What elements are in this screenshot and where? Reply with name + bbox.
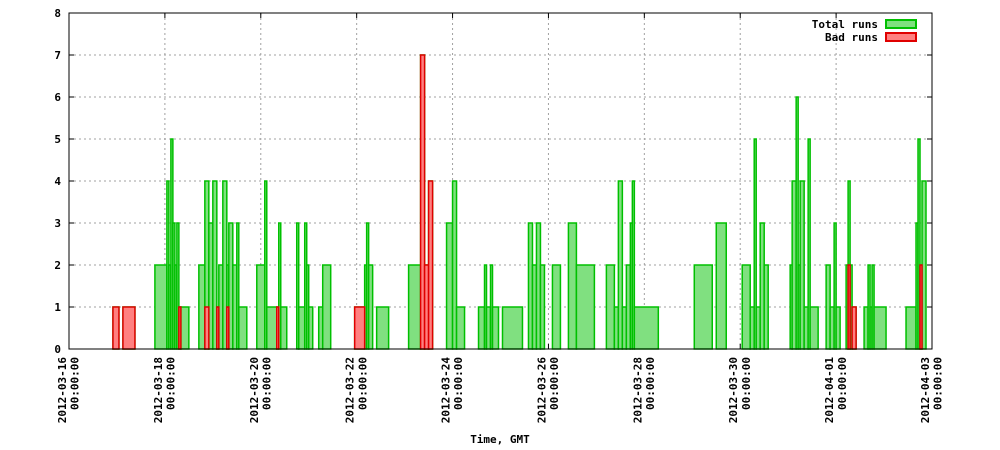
histogram-bar [835,306,841,350]
x-tick-label: 2012-03-2200:00:00 [344,357,370,423]
histogram-bar [567,222,578,350]
histogram-bar [178,306,182,350]
histogram-bar [238,306,248,350]
x-tick-label: 2012-03-2000:00:00 [248,357,274,423]
histogram-bar [407,264,422,350]
histogram-bar [905,306,917,350]
histogram-bar [919,264,923,350]
histogram-bar [266,306,278,350]
histogram-bar [741,264,751,350]
histogram-bar [851,306,857,350]
histogram-bar [226,306,230,350]
legend-swatch [885,32,917,42]
x-tick-label: 2012-03-2800:00:00 [631,357,657,423]
x-axis-label: Time, GMT [470,433,530,446]
histogram-bar [204,306,210,350]
histogram-bar [112,306,120,350]
x-tick-label: 2012-03-2600:00:00 [535,357,561,424]
legend-label: Bad runs [825,31,878,44]
x-tick-label: 2012-03-3000:00:00 [727,357,753,423]
histogram-bar [276,306,280,350]
x-tick-label: 2012-04-0100:00:00 [823,357,849,424]
x-tick-label: 2012-04-0300:00:00 [919,357,945,423]
histogram-bar [575,264,596,350]
histogram-bar [873,306,887,350]
legend-label: Total runs [812,18,878,31]
histogram-bar [715,222,727,350]
histogram-bar [353,306,366,350]
histogram-bar [633,306,660,350]
histogram-bar [605,264,616,350]
histogram-bar [198,264,206,350]
histogram-bar [280,306,288,350]
x-tick-label: 2012-03-1800:00:00 [152,357,178,423]
y-tick-label: 7 [54,49,61,62]
histogram-bar [307,306,314,350]
histogram-bar [693,264,714,350]
histogram-bar [455,306,466,350]
histogram-bar [154,264,168,350]
histogram-bar [367,264,374,350]
x-tick-label: 2012-03-2400:00:00 [440,357,466,424]
legend-swatch [885,19,917,29]
plot-frame [68,12,933,350]
histogram-bar [491,306,500,350]
histogram-bar [551,264,562,350]
histogram-bar [216,306,220,350]
histogram-bar [375,306,390,350]
y-tick-label: 2 [54,259,61,272]
histogram-bar [297,306,306,350]
x-tick-label: 2012-03-1600:00:00 [56,357,82,424]
histogram-bar [809,306,819,350]
y-tick-label: 6 [54,91,61,104]
histogram-bar [763,264,769,350]
histogram-bar [256,264,266,350]
y-tick-label: 0 [54,343,61,356]
histogram-bar [180,306,190,350]
histogram-bar [501,306,524,350]
histogram-bar [321,264,332,350]
y-tick-label: 5 [54,133,61,146]
histogram-bar [122,306,136,350]
histogram-bar [427,180,434,350]
y-tick-label: 4 [54,175,61,188]
histogram-bar [477,306,486,350]
histogram-bar [847,264,851,350]
y-tick-label: 8 [54,7,61,20]
histogram-bar [539,264,546,350]
y-tick-label: 3 [54,217,61,230]
histogram-bar [445,222,454,350]
y-tick-label: 1 [54,301,61,314]
